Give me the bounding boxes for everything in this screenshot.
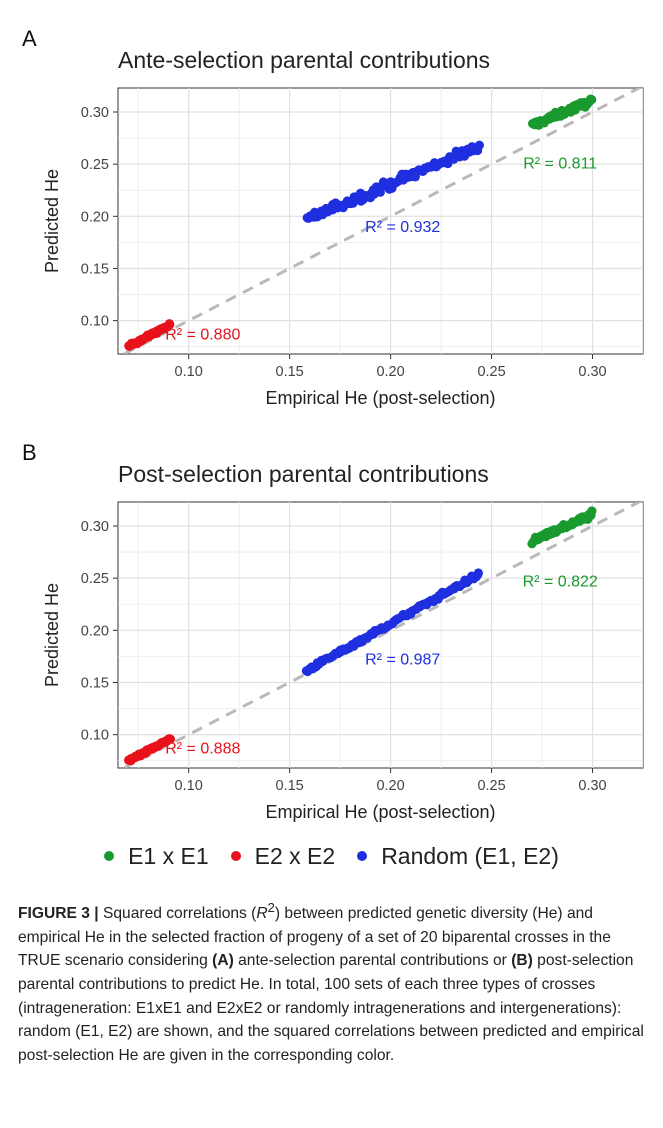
- chart-panel-b: B Post-selection parental contributions R²…: [22, 440, 644, 822]
- x-tick-label: 0.20: [376, 364, 404, 380]
- x-tick-label: 0.15: [276, 778, 304, 794]
- y-tick-label: 0.10: [81, 314, 109, 330]
- data-point: [473, 568, 483, 578]
- caption-text: ) between predicted genetic diversity (H…: [18, 905, 611, 970]
- x-tick-label: 0.15: [276, 364, 304, 380]
- y-tick-label: 0.25: [81, 571, 109, 587]
- y-tick-label: 0.30: [81, 519, 109, 535]
- data-point: [165, 734, 175, 744]
- y-tick-label: 0.10: [81, 728, 109, 744]
- r2-label: R² = 0.932: [365, 219, 440, 236]
- y-tick-label: 0.25: [81, 157, 109, 173]
- chart-area: A Ante-selection parental contributions R²…: [22, 26, 644, 822]
- chart-panel-a: A Ante-selection parental contributions R²…: [22, 26, 644, 408]
- legend-item-random: Random (E1, E2): [357, 843, 559, 870]
- x-tick-label: 0.30: [578, 778, 606, 794]
- legend-label: E1 x E1: [128, 842, 209, 869]
- r2-label: R² = 0.987: [365, 652, 440, 669]
- x-axis-title: Empirical He (post-selection): [265, 802, 495, 822]
- identity-line: [120, 88, 643, 354]
- caption-text: Squared correlations (: [98, 905, 257, 923]
- legend: E1 x E1 E2 x E2 Random (E1, E2): [0, 836, 663, 876]
- caption-text: post-selection parental contributions to…: [18, 952, 644, 1064]
- y-tick-label: 0.15: [81, 675, 109, 691]
- caption-superscript: 2: [267, 900, 275, 915]
- plot-inner: [118, 502, 643, 768]
- y-axis-title: Predicted He: [42, 169, 62, 273]
- r2-label: R² = 0.811: [523, 155, 597, 172]
- y-tick-label: 0.20: [81, 209, 109, 225]
- y-tick-label: 0.15: [81, 261, 109, 277]
- data-point: [474, 140, 484, 150]
- y-tick-label: 0.30: [81, 105, 109, 121]
- plot-inner: [118, 88, 643, 354]
- legend-dot-icon: [104, 851, 115, 861]
- caption-text: ante-selection parental contributions or: [233, 952, 512, 970]
- x-tick-label: 0.25: [477, 364, 505, 380]
- x-tick-label: 0.20: [376, 778, 404, 794]
- legend-dot-icon: [230, 851, 241, 861]
- data-point: [587, 506, 597, 516]
- panel-label: B: [22, 440, 37, 465]
- legend-item-e1xe1: E1 x E1: [104, 843, 209, 870]
- legend-dot-icon: [357, 851, 368, 861]
- r2-label: R² = 0.888: [165, 740, 240, 757]
- caption-lead: FIGURE 3 |: [18, 905, 99, 923]
- x-tick-label: 0.25: [477, 778, 505, 794]
- panel-label: A: [22, 26, 37, 51]
- data-point: [165, 319, 175, 330]
- figure-caption: FIGURE 3 | Squared correlations (R2) bet…: [18, 896, 648, 1067]
- y-axis-title: Predicted He: [42, 583, 62, 687]
- legend-label: Random (E1, E2): [381, 842, 559, 869]
- chart-title: Ante-selection parental contributions: [118, 47, 490, 73]
- identity-line: [120, 502, 643, 768]
- r2-label: R² = 0.880: [165, 326, 240, 343]
- x-tick-label: 0.10: [175, 778, 203, 794]
- r2-label: R² = 0.822: [523, 573, 598, 590]
- caption-ref-b: (B): [511, 952, 533, 970]
- caption-ref-a: (A): [212, 952, 234, 970]
- caption-r-symbol: R: [256, 905, 268, 923]
- legend-item-e2xe2: E2 x E2: [230, 842, 336, 870]
- x-axis-title: Empirical He (post-selection): [265, 388, 495, 408]
- y-tick-label: 0.20: [81, 623, 109, 639]
- chart-title: Post-selection parental contributions: [118, 461, 489, 487]
- x-tick-label: 0.10: [175, 364, 203, 380]
- x-tick-label: 0.30: [578, 364, 606, 380]
- data-point: [587, 95, 597, 105]
- legend-label: E2 x E2: [254, 842, 336, 869]
